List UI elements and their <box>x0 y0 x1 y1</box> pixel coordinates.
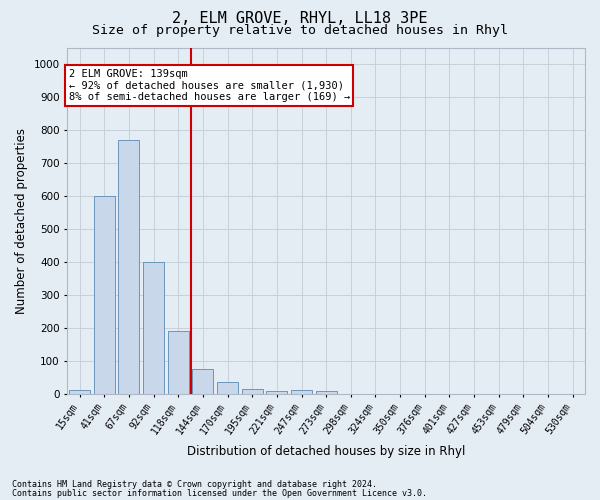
Bar <box>217 382 238 394</box>
Text: Contains HM Land Registry data © Crown copyright and database right 2024.: Contains HM Land Registry data © Crown c… <box>12 480 377 489</box>
Bar <box>193 369 214 394</box>
Bar <box>143 262 164 394</box>
Bar <box>266 390 287 394</box>
Text: 2 ELM GROVE: 139sqm
← 92% of detached houses are smaller (1,930)
8% of semi-deta: 2 ELM GROVE: 139sqm ← 92% of detached ho… <box>68 69 350 102</box>
Bar <box>242 389 263 394</box>
Bar <box>168 331 189 394</box>
Y-axis label: Number of detached properties: Number of detached properties <box>15 128 28 314</box>
Bar <box>69 390 90 394</box>
Text: Size of property relative to detached houses in Rhyl: Size of property relative to detached ho… <box>92 24 508 37</box>
Text: Contains public sector information licensed under the Open Government Licence v3: Contains public sector information licen… <box>12 489 427 498</box>
Bar <box>118 140 139 394</box>
Bar <box>316 392 337 394</box>
Bar <box>94 196 115 394</box>
Text: 2, ELM GROVE, RHYL, LL18 3PE: 2, ELM GROVE, RHYL, LL18 3PE <box>172 11 428 26</box>
Bar <box>291 390 312 394</box>
X-axis label: Distribution of detached houses by size in Rhyl: Distribution of detached houses by size … <box>187 444 466 458</box>
